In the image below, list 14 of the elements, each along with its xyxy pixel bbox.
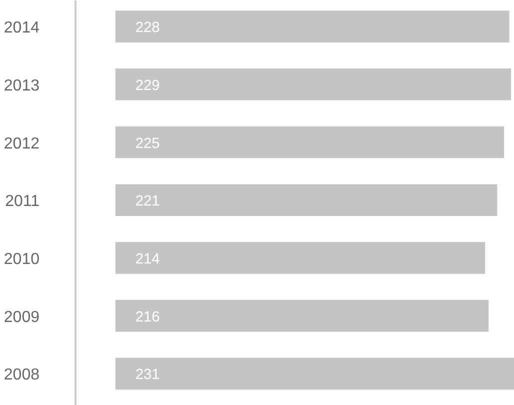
y-tick-label: 2009	[4, 308, 40, 326]
y-tick-label: 2011	[5, 193, 40, 210]
y-tick-label: 2012	[4, 135, 40, 152]
data-label: 228	[135, 20, 160, 36]
data-label: 221	[135, 194, 160, 210]
y-tick-label: 2010	[4, 250, 40, 268]
y-tick-label: 2008	[4, 366, 40, 384]
y-tick-label: 2014	[4, 20, 40, 37]
data-label: 229	[135, 78, 160, 94]
data-label: 231	[135, 367, 160, 384]
data-label: 216	[135, 309, 160, 326]
y-tick-label: 2013	[4, 77, 40, 94]
data-label: 225	[135, 136, 160, 152]
data-label: 214	[135, 251, 160, 268]
